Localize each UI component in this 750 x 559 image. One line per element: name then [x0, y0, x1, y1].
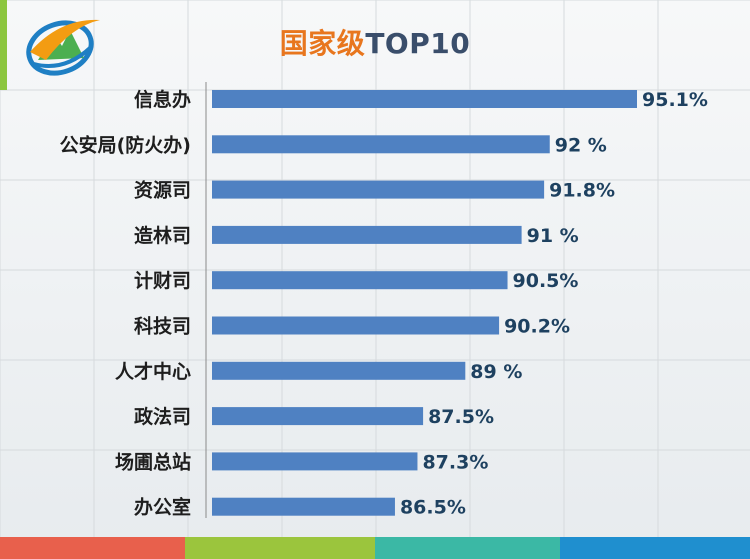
category-label: 造林司 — [134, 224, 191, 247]
data-label: 87.5% — [428, 406, 494, 428]
bar — [212, 180, 545, 199]
data-label: 91.8% — [549, 180, 615, 202]
category-label: 办公室 — [134, 496, 191, 519]
data-label: 86.5% — [400, 497, 466, 519]
bar — [212, 497, 395, 516]
data-label: 90.2% — [504, 316, 570, 338]
chart-title: 国家级TOP10 — [0, 22, 750, 62]
category-label: 政法司 — [134, 405, 191, 428]
bar — [212, 135, 550, 154]
bottom-bar-segment — [185, 537, 375, 559]
bars — [212, 90, 637, 516]
data-label: 87.3% — [422, 451, 488, 473]
bar — [212, 407, 424, 426]
data-label: 92 % — [555, 134, 607, 156]
category-label: 场圃总站 — [115, 450, 191, 473]
bottom-bar-segment — [560, 537, 750, 559]
category-label: 科技司 — [134, 315, 191, 338]
category-label: 资源司 — [134, 179, 191, 202]
data-label: 91 % — [527, 225, 579, 247]
category-label: 人才中心 — [115, 360, 191, 383]
value-labels: 95.1% 92 % 91.8% 91 % 90.5% 90.2% 89 % 87.5% 87.… — [400, 89, 708, 519]
bar — [212, 316, 500, 335]
bottom-bar-segment — [375, 537, 560, 559]
category-label: 计财司 — [134, 269, 191, 292]
title-en: TOP10 — [365, 27, 471, 60]
category-label: 公安局(防火办) — [60, 133, 191, 156]
data-label: 95.1% — [642, 89, 708, 111]
bottom-bar-segment — [0, 537, 185, 559]
category-label: 信息办 — [134, 88, 191, 111]
bar — [212, 225, 522, 244]
data-label: 89 % — [470, 361, 522, 383]
green-mountain-swoosh-logo-icon — [26, 19, 100, 76]
bottom-color-bar — [0, 537, 750, 559]
bar — [212, 452, 418, 471]
bar — [212, 271, 508, 290]
title-cn: 国家级 — [279, 27, 366, 60]
bar — [212, 361, 466, 380]
left-accent-strip — [0, 0, 7, 90]
bar — [212, 90, 637, 108]
data-label: 90.5% — [513, 270, 579, 292]
